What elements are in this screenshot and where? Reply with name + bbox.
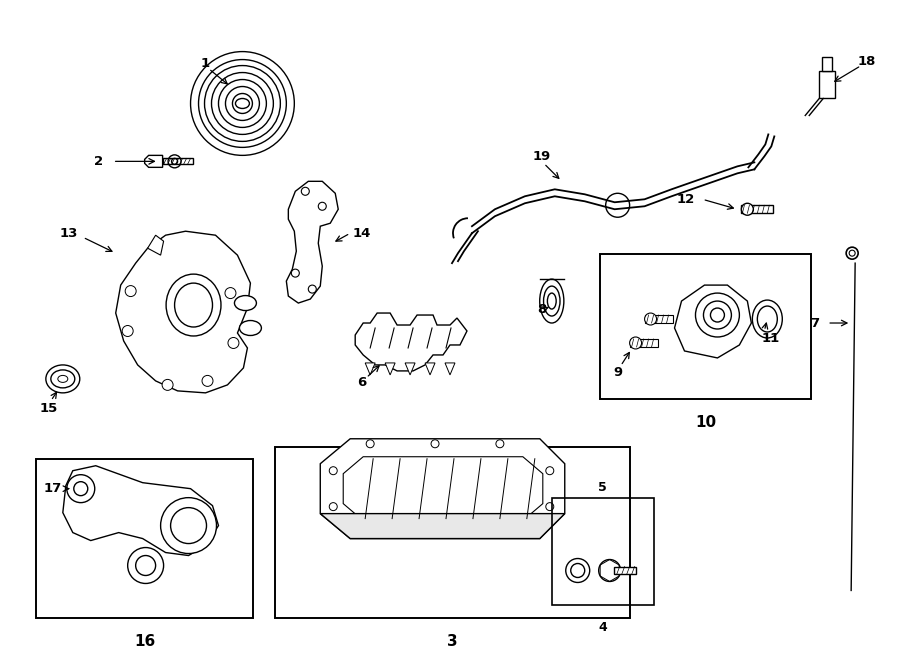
Polygon shape [385, 363, 395, 375]
Polygon shape [365, 363, 375, 375]
Ellipse shape [166, 274, 221, 336]
Text: 2: 2 [94, 155, 103, 168]
Circle shape [545, 467, 554, 475]
Circle shape [228, 338, 238, 348]
Circle shape [128, 547, 164, 584]
Circle shape [496, 440, 504, 447]
Bar [275, 447, 630, 619]
Text: 16: 16 [134, 635, 156, 649]
Bar [163, 159, 193, 165]
Text: 14: 14 [352, 227, 371, 240]
Text: 11: 11 [761, 332, 779, 346]
Text: 1: 1 [201, 57, 210, 70]
Text: 9: 9 [613, 366, 622, 379]
Polygon shape [445, 363, 455, 375]
Polygon shape [63, 466, 219, 555]
Circle shape [366, 440, 374, 447]
Polygon shape [425, 363, 435, 375]
Ellipse shape [239, 321, 261, 336]
Bar [819, 71, 835, 98]
Circle shape [292, 269, 300, 277]
Polygon shape [320, 514, 565, 539]
Text: 6: 6 [357, 376, 367, 389]
Polygon shape [145, 155, 163, 167]
Bar [823, 57, 832, 71]
Circle shape [630, 337, 642, 349]
Circle shape [329, 502, 338, 510]
Circle shape [644, 313, 657, 325]
Circle shape [302, 187, 310, 195]
Text: 13: 13 [59, 227, 78, 240]
Bar [742, 206, 773, 214]
Ellipse shape [235, 295, 256, 311]
Bar [630, 339, 658, 347]
Text: 15: 15 [40, 403, 58, 415]
Text: 7: 7 [810, 317, 819, 330]
Bar [36, 459, 254, 619]
Bar [644, 315, 672, 323]
Text: 17: 17 [44, 482, 62, 495]
Bar [614, 566, 635, 574]
Text: 19: 19 [533, 150, 551, 163]
Circle shape [67, 475, 94, 502]
Polygon shape [116, 231, 250, 393]
Circle shape [160, 498, 217, 553]
Circle shape [122, 325, 133, 336]
Polygon shape [286, 181, 338, 303]
Circle shape [162, 379, 173, 391]
Ellipse shape [46, 365, 80, 393]
Text: 12: 12 [676, 193, 695, 206]
Circle shape [431, 440, 439, 447]
Circle shape [202, 375, 213, 387]
Circle shape [742, 204, 753, 215]
Text: 3: 3 [447, 635, 458, 649]
Polygon shape [320, 439, 565, 539]
Polygon shape [405, 363, 415, 375]
Bar [552, 498, 653, 605]
Circle shape [329, 467, 338, 475]
Text: 5: 5 [598, 481, 608, 494]
Polygon shape [148, 235, 164, 255]
Circle shape [225, 288, 236, 299]
Text: 10: 10 [695, 415, 716, 430]
Polygon shape [674, 285, 752, 358]
Circle shape [496, 529, 504, 537]
Ellipse shape [50, 370, 75, 388]
Circle shape [74, 482, 88, 496]
Circle shape [136, 555, 156, 576]
Bar [599, 254, 811, 399]
Circle shape [125, 286, 136, 297]
Text: 8: 8 [537, 303, 546, 316]
Text: 4: 4 [598, 621, 608, 635]
Circle shape [366, 529, 374, 537]
Circle shape [319, 202, 327, 210]
Circle shape [309, 285, 316, 293]
Ellipse shape [175, 283, 212, 327]
Circle shape [545, 502, 554, 510]
Circle shape [171, 508, 206, 543]
Polygon shape [343, 457, 543, 521]
Text: 18: 18 [858, 55, 877, 68]
Polygon shape [356, 313, 467, 371]
Circle shape [431, 529, 439, 537]
